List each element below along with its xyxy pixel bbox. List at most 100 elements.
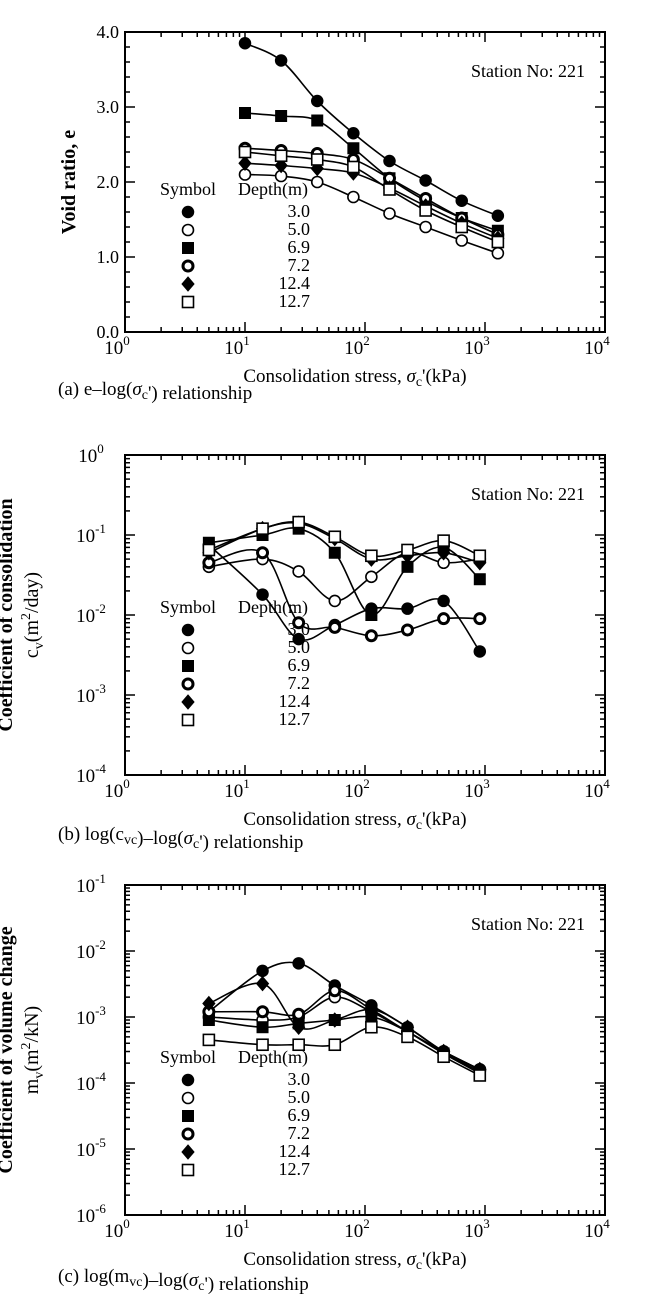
data-point-12.4	[436, 544, 451, 561]
data-point-12.4	[255, 975, 270, 992]
data-point-7.2	[328, 620, 342, 634]
y-tick-label: 10-3	[76, 1003, 106, 1029]
y-tick-label: 10-6	[76, 1201, 106, 1227]
data-point-3.0	[292, 632, 305, 646]
x-tick-label: 102	[344, 776, 370, 802]
legend-symbol-header: Symbol	[160, 597, 216, 617]
data-point-12.7	[274, 149, 288, 163]
y-tick-label: 4.0	[97, 22, 120, 42]
data-point-12.4	[238, 155, 252, 172]
data-point-12.7	[202, 543, 216, 557]
x-tick-label: 101	[224, 776, 250, 802]
data-point-6.9	[256, 1021, 269, 1034]
legend-depth-7.2: 7.2	[288, 1123, 311, 1143]
station-annotation: Station No: 221	[471, 61, 585, 81]
legend-marker-12.4	[181, 1144, 195, 1160]
data-point-12.7	[473, 1069, 487, 1082]
data-point-7.2	[292, 616, 306, 630]
x-tick-label: 101	[224, 333, 250, 359]
y-axis-label: Void ratio, e	[58, 130, 80, 234]
legend-marker-5.0	[181, 223, 195, 237]
data-point-3.0	[491, 209, 505, 222]
data-point-12.7	[365, 1020, 378, 1034]
x-tick-label: 104	[584, 333, 610, 359]
data-point-12.7	[328, 530, 342, 544]
data-point-3.0	[437, 594, 450, 608]
data-point-5.0	[347, 190, 360, 204]
data-point-3.0	[238, 37, 252, 50]
data-point-6.9	[365, 609, 378, 621]
legend-marker-3.0	[181, 205, 195, 219]
data-point-6.9	[275, 110, 288, 122]
legend-marker-3.0	[181, 623, 195, 637]
x-tick-label: 101	[224, 1216, 250, 1242]
legend-depth-12.4: 12.4	[279, 273, 311, 293]
legend-marker-5.0	[181, 641, 195, 655]
legend-depth-header: Depth(m)	[238, 597, 308, 618]
legend-marker-6.9	[182, 660, 194, 672]
legend-marker-7.2	[181, 677, 195, 691]
data-point-12.7	[328, 1038, 342, 1052]
y-axis-label: Coefficient of volume changemv(m2/kN)	[0, 926, 47, 1173]
data-point-12.7	[383, 183, 396, 196]
station-annotation: Station No: 221	[471, 914, 585, 934]
x-tick-label: 100	[104, 333, 130, 359]
legend-marker-12.7	[181, 295, 195, 309]
legend-depth-6.9: 6.9	[288, 1105, 311, 1125]
legend-depth-6.9: 6.9	[288, 237, 311, 257]
x-tick-label: 103	[464, 1216, 490, 1242]
data-point-7.2	[437, 612, 451, 626]
data-point-3.0	[473, 645, 487, 658]
data-point-12.4	[202, 995, 216, 1012]
y-tick-label: 10-1	[76, 521, 106, 547]
data-point-12.7	[292, 515, 305, 529]
data-point-12.4	[328, 1012, 342, 1028]
panel-caption: (c) log(mvc)–log(σc') relationship	[58, 1266, 309, 1294]
y-tick-label: 0.0	[97, 322, 120, 342]
y-tick-label: 100	[78, 441, 104, 467]
legend-marker-12.4	[181, 694, 195, 710]
data-point-3.0	[419, 174, 432, 187]
x-axis-label: Consolidation stress, σc'(kPa)	[243, 366, 466, 390]
y-tick-label: 2.0	[97, 172, 120, 192]
data-point-12.7	[401, 1030, 414, 1044]
data-point-7.2	[292, 1007, 306, 1021]
legend-depth-5.0: 5.0	[288, 637, 311, 657]
data-point-6.9	[311, 114, 324, 127]
panel-caption: (b) log(cvc)–log(σc') relationship	[58, 824, 303, 853]
legend-depth-7.2: 7.2	[288, 255, 311, 275]
data-point-3.0	[256, 964, 269, 978]
data-point-12.7	[419, 204, 432, 217]
data-point-6.9	[239, 107, 251, 119]
y-tick-label: 10-2	[76, 601, 106, 627]
data-point-12.4	[364, 1001, 379, 1018]
data-point-12.7	[202, 1033, 216, 1047]
legend-marker-12.7	[181, 1163, 195, 1177]
legend-depth-header: Depth(m)	[238, 179, 308, 200]
legend-marker-12.4	[181, 276, 195, 292]
data-point-3.0	[292, 957, 305, 970]
data-point-7.2	[328, 984, 342, 998]
data-point-5.0	[383, 207, 396, 220]
data-point-3.0	[455, 194, 468, 207]
data-point-12.7	[491, 235, 505, 249]
x-tick-label: 104	[584, 1216, 610, 1242]
data-point-12.7	[455, 220, 469, 234]
data-point-3.0	[383, 154, 396, 168]
legend-marker-7.2	[181, 259, 195, 273]
data-point-7.2	[364, 629, 378, 643]
data-point-6.9	[347, 142, 360, 155]
legend-depth-5.0: 5.0	[288, 1087, 311, 1107]
data-point-5.0	[491, 246, 505, 260]
y-tick-label: 1.0	[97, 247, 120, 267]
data-point-7.2	[256, 546, 270, 560]
y-tick-label: 3.0	[97, 97, 120, 117]
data-point-5.0	[365, 570, 378, 584]
x-tick-label: 102	[344, 1216, 370, 1242]
panel-caption: (a) e–log(σc') relationship	[58, 379, 252, 404]
legend-depth-3.0: 3.0	[288, 201, 311, 221]
data-point-12.7	[256, 522, 269, 535]
data-point-12.7	[437, 1050, 450, 1064]
data-point-5.0	[455, 234, 469, 247]
